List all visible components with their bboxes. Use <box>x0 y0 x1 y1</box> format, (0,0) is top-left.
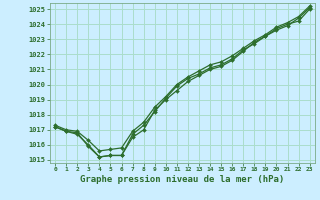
X-axis label: Graphe pression niveau de la mer (hPa): Graphe pression niveau de la mer (hPa) <box>80 175 284 184</box>
